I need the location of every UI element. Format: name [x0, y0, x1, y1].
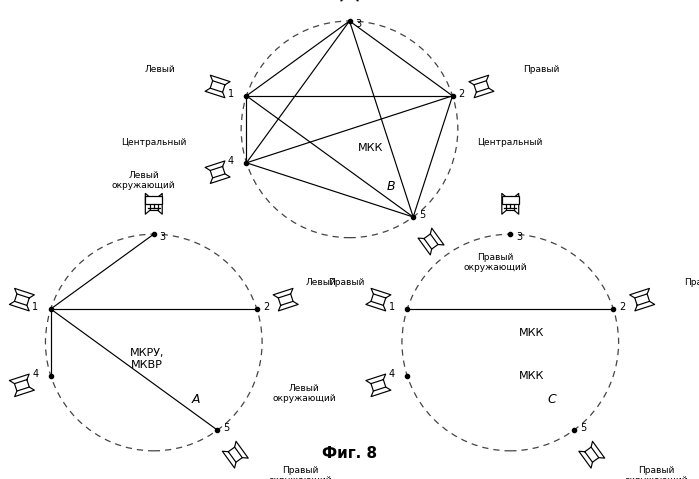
Text: 5: 5: [419, 210, 426, 220]
Text: 2: 2: [263, 302, 269, 312]
Text: Левый: Левый: [145, 65, 175, 74]
Text: 4: 4: [228, 156, 234, 166]
Text: Правый: Правый: [684, 278, 699, 287]
Text: Центральный: Центральный: [121, 137, 187, 147]
Text: Центральный: Центральный: [477, 137, 543, 147]
Text: 3: 3: [160, 232, 166, 242]
Text: 5: 5: [224, 423, 230, 433]
Text: A: A: [192, 393, 200, 407]
Text: Правый
окружающий: Правый окружающий: [268, 466, 332, 479]
Text: Левый: Левый: [305, 278, 336, 287]
Text: 3: 3: [356, 19, 361, 29]
Text: 2: 2: [459, 89, 465, 99]
Text: Фиг. 8: Фиг. 8: [322, 446, 377, 461]
Text: МКК: МКК: [358, 144, 383, 153]
Text: Левый
окружающий: Левый окружающий: [112, 171, 175, 190]
Text: МКК: МКК: [519, 328, 544, 338]
Bar: [145, 195, 162, 205]
Text: 1: 1: [389, 302, 395, 312]
Text: 5: 5: [580, 423, 586, 433]
Text: Правый: Правый: [328, 278, 364, 287]
Text: 3: 3: [517, 232, 522, 242]
Text: 4: 4: [32, 369, 38, 379]
Text: 2: 2: [619, 302, 626, 312]
Text: B: B: [387, 180, 396, 194]
Bar: [502, 195, 519, 205]
Text: Правый: Правый: [524, 65, 560, 74]
Text: Правый
окружающий: Правый окружающий: [463, 253, 528, 272]
Text: Правый
окружающий: Правый окружающий: [624, 466, 689, 479]
Text: C: C: [548, 393, 556, 407]
Text: МКРУ,
МКВР: МКРУ, МКВР: [129, 348, 164, 370]
Text: МКК: МКК: [519, 371, 544, 381]
Text: 4: 4: [389, 369, 395, 379]
Text: 1: 1: [228, 89, 234, 99]
Text: Левый
окружающий: Левый окружающий: [273, 384, 336, 403]
Text: 1: 1: [32, 302, 38, 312]
